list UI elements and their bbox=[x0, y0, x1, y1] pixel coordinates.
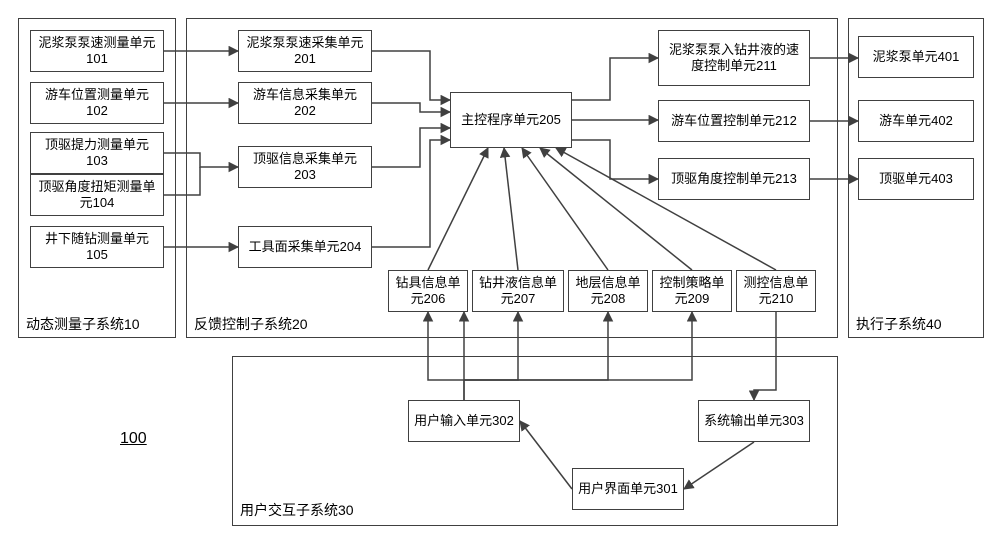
subsystem-10-label: 动态测量子系统10 bbox=[26, 314, 140, 334]
node-202: 游车信息采集单元202 bbox=[238, 82, 372, 124]
subsystem-30-label: 用户交互子系统30 bbox=[240, 500, 354, 520]
node-205: 主控程序单元205 bbox=[450, 92, 572, 148]
node-402: 游车单元402 bbox=[858, 100, 974, 142]
node-212: 游车位置控制单元212 bbox=[658, 100, 810, 142]
node-104: 顶驱角度扭矩测量单元104 bbox=[30, 174, 164, 216]
node-301: 用户界面单元301 bbox=[572, 468, 684, 510]
node-209: 控制策略单元209 bbox=[652, 270, 732, 312]
diagram-canvas: { "figure_label": "100", "colors": { "ba… bbox=[0, 0, 1000, 540]
node-210: 测控信息单元210 bbox=[736, 270, 816, 312]
node-208: 地层信息单元208 bbox=[568, 270, 648, 312]
figure-label: 100 bbox=[120, 430, 147, 448]
node-101: 泥浆泵泵速测量单元101 bbox=[30, 30, 164, 72]
node-206: 钻具信息单元206 bbox=[388, 270, 468, 312]
node-102: 游车位置测量单元102 bbox=[30, 82, 164, 124]
node-207: 钻井液信息单元207 bbox=[472, 270, 564, 312]
node-403: 顶驱单元403 bbox=[858, 158, 974, 200]
node-211: 泥浆泵泵入钻井液的速度控制单元211 bbox=[658, 30, 810, 86]
node-213: 顶驱角度控制单元213 bbox=[658, 158, 810, 200]
subsystem-20-label: 反馈控制子系统20 bbox=[194, 314, 308, 334]
node-303: 系统输出单元303 bbox=[698, 400, 810, 442]
node-302: 用户输入单元302 bbox=[408, 400, 520, 442]
node-204: 工具面采集单元204 bbox=[238, 226, 372, 268]
node-401: 泥浆泵单元401 bbox=[858, 36, 974, 78]
node-105: 井下随钻测量单元105 bbox=[30, 226, 164, 268]
subsystem-40-label: 执行子系统40 bbox=[856, 314, 942, 334]
node-203: 顶驱信息采集单元203 bbox=[238, 146, 372, 188]
node-201: 泥浆泵泵速采集单元201 bbox=[238, 30, 372, 72]
node-103: 顶驱提力测量单元103 bbox=[30, 132, 164, 174]
